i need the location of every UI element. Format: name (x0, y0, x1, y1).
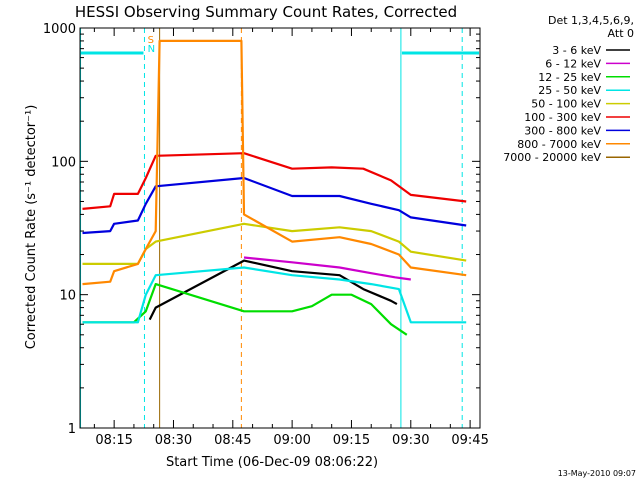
series-line-1 (243, 256, 411, 281)
saa-s-label: S (148, 35, 154, 46)
x-tick-label: 08:45 (214, 433, 251, 448)
y-axis-label: Corrected Count Rate (s⁻¹ detector⁻¹) (24, 105, 39, 350)
x-tick-label: 09:15 (333, 433, 370, 448)
chart-title: HESSI Observing Summary Count Rates, Cor… (75, 3, 457, 21)
legend-label-2: 12 - 25 keV (538, 71, 601, 84)
saa-n-label: N (148, 44, 155, 55)
x-tick-label: 08:15 (95, 433, 132, 448)
legend-label-1: 6 - 12 keV (545, 57, 601, 70)
x-tick-label: 09:00 (273, 433, 310, 448)
legend-header-line-2: Att 0 (608, 27, 634, 40)
series-line-3 (82, 266, 467, 324)
legend-label-4: 50 - 100 keV (531, 98, 601, 111)
legend-header-line-1: Det 1,3,4,5,6,9, (548, 14, 634, 27)
x-tick-label: 09:30 (392, 433, 429, 448)
x-tick-label: 09:45 (451, 433, 488, 448)
series-line-7 (82, 39, 467, 286)
y-tick-label: 10 (59, 289, 76, 304)
series-line-0 (148, 259, 398, 321)
y-tick-label: 1 (68, 422, 76, 437)
x-tick-label: 08:30 (155, 433, 192, 448)
legend-label-8: 7000 - 20000 keV (503, 151, 601, 164)
plot-layer: SN 1 10 100 1000 08:15 08:30 08:45 09:00 09:15 09:… (43, 22, 489, 448)
legend-label-6: 300 - 800 keV (524, 124, 601, 137)
y-tick-label: 1000 (43, 22, 76, 37)
y-tick-label: 100 (51, 155, 76, 170)
plot-frame (79, 27, 481, 429)
legend-label-0: 3 - 6 keV (552, 44, 601, 57)
legend-label-7: 800 - 7000 keV (517, 138, 601, 151)
legend-label-5: 100 - 300 keV (524, 111, 601, 124)
legend-label-3: 25 - 50 keV (538, 84, 601, 97)
footer-date: 13-May-2010 09:07 (558, 469, 636, 478)
series-line-2 (82, 283, 408, 336)
x-axis-label: Start Time (06-Dec-09 08:06:22) (166, 455, 378, 470)
